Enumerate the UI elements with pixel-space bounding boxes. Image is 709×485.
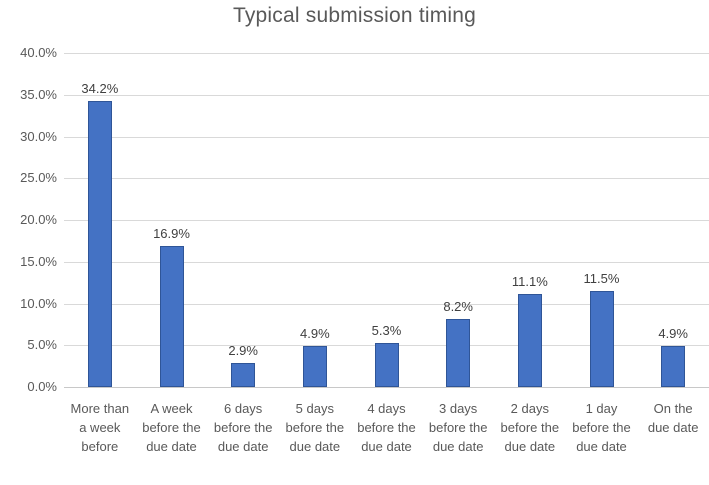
gridline bbox=[64, 94, 709, 96]
y-axis-tick-label: 15.0% bbox=[20, 253, 57, 269]
bar bbox=[302, 346, 327, 387]
x-axis-category-label: On the due date bbox=[647, 401, 699, 435]
gridline bbox=[64, 261, 709, 263]
x-axis-category-label: 5 days before the due date bbox=[285, 401, 345, 454]
x-axis-category-label: 6 days before the due date bbox=[213, 401, 273, 454]
y-axis-tick-label: 25.0% bbox=[20, 170, 57, 186]
gridline bbox=[64, 136, 709, 138]
bar-value-label: 34.2% bbox=[81, 81, 119, 97]
bar bbox=[159, 245, 184, 387]
y-axis-tick-label: 10.0% bbox=[20, 295, 57, 311]
bar bbox=[446, 318, 471, 387]
bar-value-label: 11.5% bbox=[583, 270, 620, 286]
gridline bbox=[64, 303, 709, 305]
bar-value-label: 8.2% bbox=[443, 298, 473, 314]
x-axis-category-label: 2 days before the due date bbox=[500, 401, 560, 454]
bar-value-label: 16.9% bbox=[153, 225, 190, 241]
x-axis-category-label: More than a week before bbox=[70, 401, 130, 454]
bar bbox=[517, 294, 542, 387]
bar bbox=[661, 346, 686, 387]
bar bbox=[589, 290, 614, 387]
x-axis-category-label: 4 days before the due date bbox=[357, 401, 416, 454]
chart-title: Typical submission timing bbox=[232, 4, 477, 27]
gridline bbox=[64, 220, 709, 221]
x-axis-category-label: 1 day before the due date bbox=[572, 401, 631, 454]
x-axis-category-label: 3 days before the due date bbox=[428, 401, 488, 454]
y-axis-tick-label: 35.0% bbox=[20, 86, 57, 102]
x-axis-category-label: A week before the due date bbox=[142, 401, 201, 454]
y-axis-tick-label: 40.0% bbox=[20, 45, 57, 60]
bar bbox=[231, 362, 256, 387]
y-axis-tick-label: 30.0% bbox=[20, 128, 57, 144]
y-axis-tick-label: 0.0% bbox=[27, 379, 57, 394]
y-axis-tick-label: 5.0% bbox=[27, 337, 57, 353]
bar bbox=[87, 101, 112, 387]
bar-value-label: 4.9% bbox=[300, 326, 330, 342]
bar-value-label: 4.9% bbox=[658, 326, 688, 342]
bar-value-label: 2.9% bbox=[228, 342, 258, 358]
y-axis-tick-label: 20.0% bbox=[20, 212, 57, 227]
bar bbox=[374, 342, 399, 387]
x-axis-line bbox=[64, 387, 709, 388]
bar-value-label: 11.1% bbox=[511, 274, 548, 290]
gridline bbox=[64, 178, 709, 180]
bar-value-label: 5.3% bbox=[371, 322, 402, 338]
gridline bbox=[64, 53, 709, 54]
